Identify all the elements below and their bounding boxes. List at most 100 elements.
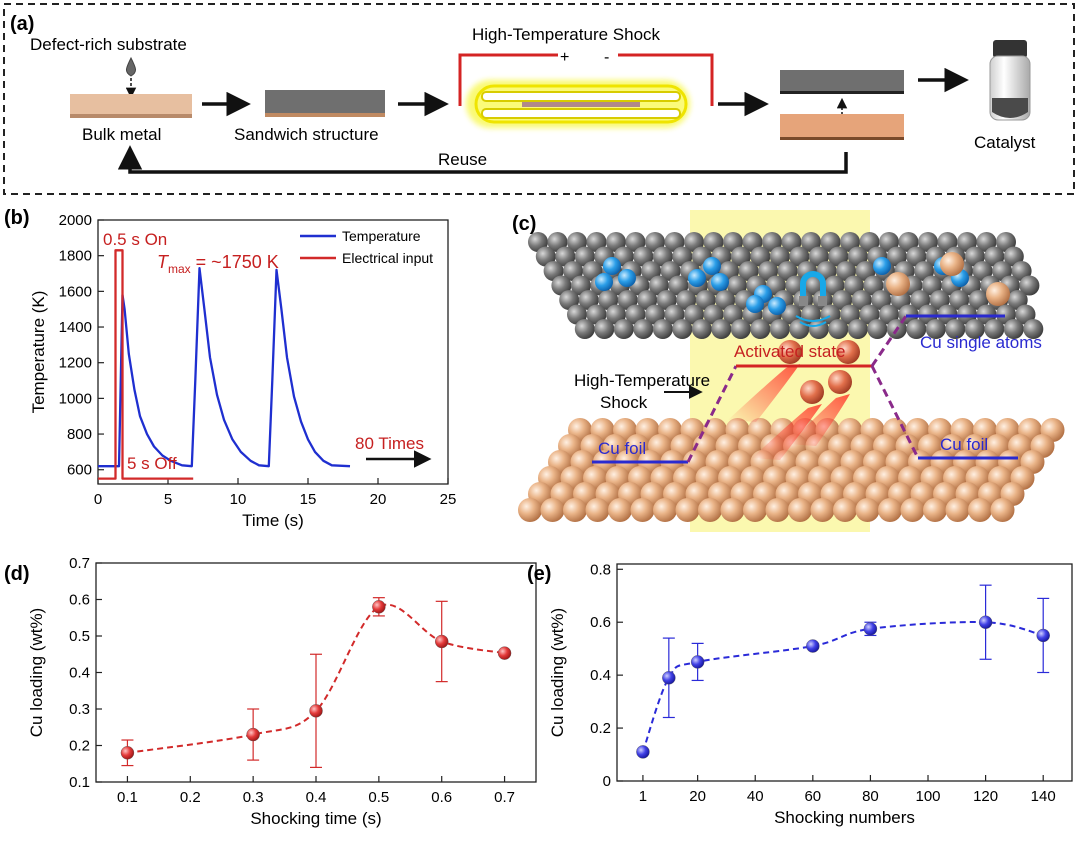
carbon-atom <box>1023 319 1044 339</box>
x-tick-label: 10 <box>230 491 247 508</box>
data-point <box>978 615 993 629</box>
defect-site <box>768 297 786 315</box>
y-tick-label: 0.6 <box>590 614 611 631</box>
catalyst-label: Catalyst <box>974 133 1036 152</box>
panel-d-label: (d) <box>4 563 30 585</box>
catalyst-vial-icon <box>989 40 1031 121</box>
carbon-atom <box>750 319 771 339</box>
separated-top <box>780 70 904 92</box>
chart-e-series <box>636 584 1050 759</box>
atom-lattices <box>518 232 1065 522</box>
times-annotation: 80 Times <box>355 434 424 453</box>
defect-site <box>603 257 621 275</box>
defect-site <box>873 257 891 275</box>
off-annotation: 5 s Off <box>127 454 177 473</box>
cu-foil-right-label: Cu foil <box>940 435 988 454</box>
cu-foil-atom <box>720 498 745 522</box>
plot-frame <box>616 563 1073 782</box>
atom-trail <box>728 364 800 422</box>
x-tick-label: 120 <box>973 788 998 805</box>
carbon-atom <box>828 319 849 339</box>
chart-d-series <box>120 597 512 769</box>
x-tick-label: 25 <box>440 491 457 508</box>
y-tick-label: 0.6 <box>69 592 90 609</box>
x-tick-label: 15 <box>300 491 317 508</box>
cu-foil-atom <box>923 498 947 522</box>
y-tick-label: 0.7 <box>69 555 90 572</box>
x-tick-label: 60 <box>804 788 821 805</box>
bulk-metal-slab <box>70 94 192 116</box>
hts-label-line1: High-Temperature <box>574 371 710 390</box>
x-tick-label: 20 <box>689 788 706 805</box>
reuse-arrow <box>117 145 848 174</box>
y-tick-label: 800 <box>67 426 92 443</box>
carbon-atom <box>574 319 595 339</box>
x-tick-label: 0.1 <box>117 789 138 806</box>
carbon-atom <box>730 319 751 339</box>
y-tick-label: 0.2 <box>69 738 90 755</box>
migrating-cu-atom <box>800 380 824 404</box>
y-tick-label: 2000 <box>59 212 92 229</box>
circuit-wire-left <box>458 53 558 106</box>
y-tick-label: 0.5 <box>69 628 90 645</box>
trend-line <box>641 621 1044 753</box>
migrating-cu-atom <box>836 340 860 364</box>
defect-site <box>703 257 721 275</box>
y-tick-label: 1400 <box>59 319 92 336</box>
defect-site <box>746 295 764 313</box>
panel-e: (e) 1 20 40 60 80 100 120 14000.20.40.60.8Shock… <box>527 561 1073 827</box>
cu-foil-left-label: Cu foil <box>598 439 646 458</box>
panel-b-label: (b) <box>4 207 30 229</box>
magnet-icon <box>795 271 831 327</box>
energy-profile <box>592 314 1018 464</box>
y-tick-label: 0.4 <box>590 667 611 684</box>
y-tick-label: 0.1 <box>69 774 90 791</box>
data-point <box>1036 628 1050 643</box>
y-axis-label: Cu loading (wt%) <box>548 608 567 737</box>
y-axis-label: Temperature (K) <box>29 291 48 414</box>
x-tick-label: 0.4 <box>306 789 327 806</box>
y-tick-label: 0 <box>603 773 611 790</box>
carbon-atom <box>691 319 712 339</box>
cu-foil-atom <box>945 498 970 522</box>
x-tick-label: 40 <box>747 788 764 805</box>
cu-foil-atom <box>563 498 587 522</box>
atom-trail <box>752 404 822 460</box>
carbon-atom <box>652 319 673 339</box>
carbon-atom <box>964 319 985 339</box>
carbon-atom <box>613 319 634 339</box>
plus-sign: + <box>560 49 569 66</box>
hts-label-line2: Shock <box>600 393 648 412</box>
droplet-icon <box>126 56 136 77</box>
data-point <box>372 600 386 614</box>
chart-b-axes: 0 5 10 15 20 25 600 800 1000 1200 1400 1600 1800 2000… <box>29 212 456 530</box>
defect-site <box>711 273 729 291</box>
y-axis-label: Cu loading (wt%) <box>27 608 46 737</box>
x-tick-label: 140 <box>1031 788 1056 805</box>
cu-foil-atom <box>585 498 610 522</box>
carbon-atom <box>711 319 732 339</box>
minus-sign: - <box>604 49 609 66</box>
sandwich-slab <box>265 90 385 114</box>
carbon-sheet-top <box>481 91 681 102</box>
data-point <box>690 655 705 669</box>
atom-trail <box>788 394 850 446</box>
cu-foil-atom <box>990 498 1015 522</box>
panel-d: (d) 0.1 0.2 0.3 0.4 0.5 0.6 0.7 0.1 0.2 0.3 0.4 0.5… <box>4 555 537 828</box>
defect-substrate-label: Defect-rich substrate <box>30 35 187 54</box>
carbon-atom <box>594 319 615 339</box>
data-point <box>863 622 878 636</box>
carbon-atom <box>945 319 966 339</box>
legend-electrical-label: Electrical input <box>342 250 433 266</box>
chart-d-axes: 0.1 0.2 0.3 0.4 0.5 0.6 0.7 0.1 0.2 0.3 0.4 0.5 0.6 0… <box>27 555 537 828</box>
carbon-atom <box>984 319 1005 339</box>
x-tick-label: 0.7 <box>494 789 515 806</box>
cu-foil-atom <box>810 498 835 522</box>
y-tick-label: 1800 <box>59 248 92 265</box>
defect-site <box>595 273 613 291</box>
data-point <box>497 646 512 660</box>
sample-in-shock <box>522 102 640 107</box>
cu-foil-atom <box>608 498 632 522</box>
x-tick-label: 20 <box>370 491 387 508</box>
